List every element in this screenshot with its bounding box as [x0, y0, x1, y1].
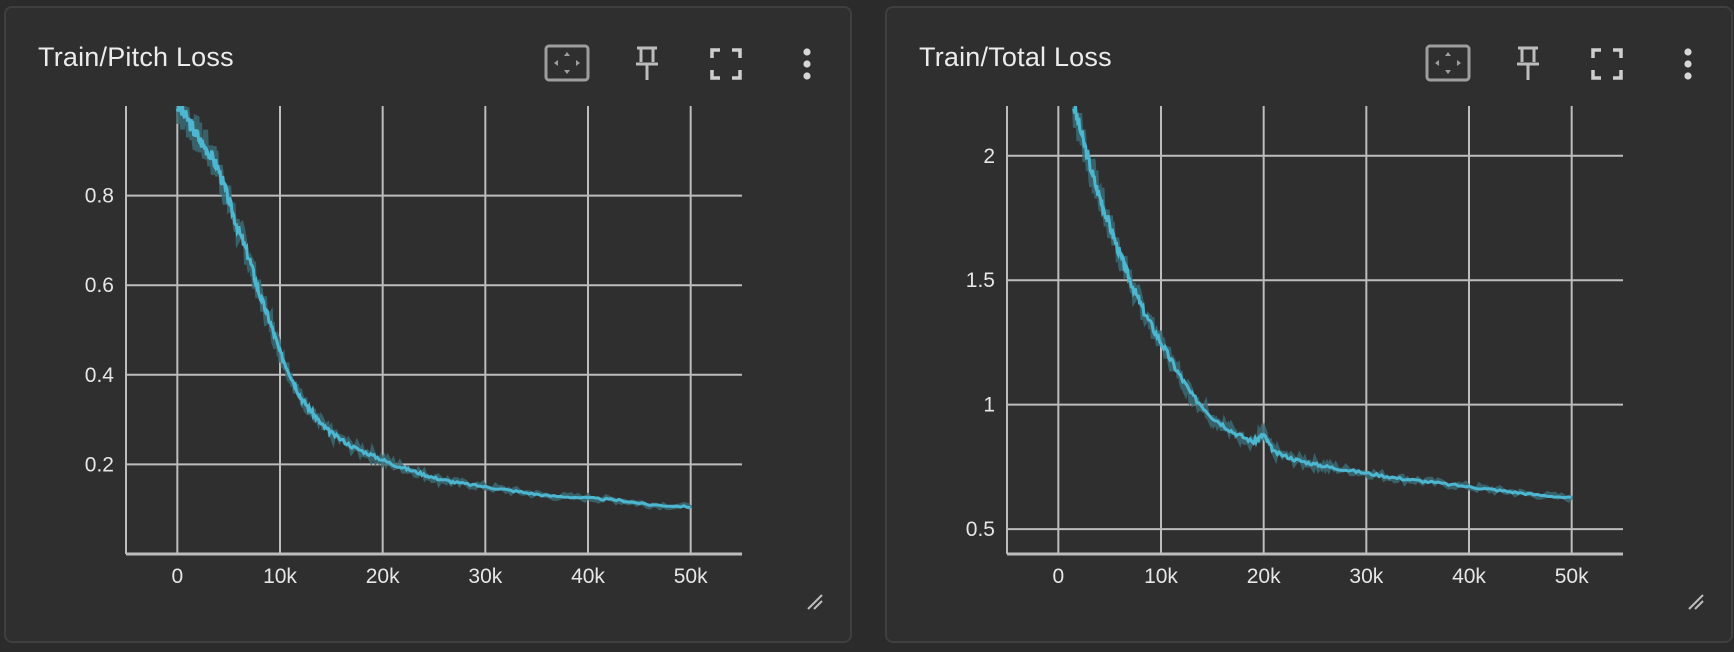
- fit-domain-icon: [1425, 44, 1471, 82]
- chart-plot-total-loss[interactable]: 0 10k 20k 30k 40k 50k 0.5 1 1.5 2: [887, 8, 1734, 645]
- y-tick-label: 0.5: [966, 518, 995, 541]
- resize-handle-icon: [1688, 594, 1704, 610]
- x-tick-label: 30k: [1349, 565, 1383, 588]
- y-tick-label: 0.2: [85, 453, 114, 476]
- x-tick-label: 50k: [674, 565, 708, 588]
- pin-icon: [636, 46, 658, 80]
- fullscreen-button[interactable]: [1584, 42, 1630, 86]
- fit-domain-button[interactable]: [544, 42, 590, 86]
- chart-card-total-loss: Train/Total Loss 0 10k 20k 30k 40k 50k 0.5 1 1.5…: [885, 6, 1733, 643]
- y-tick-label: 2: [983, 145, 995, 168]
- chart-card-pitch-loss: Train/Pitch Loss 0 10k 20k 30k 40k 50k 0.2 0.4 0…: [4, 6, 852, 643]
- x-tick-label: 0: [171, 565, 183, 588]
- fit-domain-icon: [544, 44, 590, 82]
- y-tick-label: 1.5: [966, 269, 995, 292]
- y-tick-label: 0.6: [85, 274, 114, 297]
- pin-button[interactable]: [624, 42, 670, 86]
- fit-domain-button[interactable]: [1425, 42, 1471, 86]
- y-tick-label: 0.4: [85, 364, 115, 387]
- x-tick-label: 20k: [1247, 565, 1281, 588]
- resize-handle[interactable]: [1687, 593, 1705, 611]
- series-raw-line: [1072, 106, 1574, 504]
- series-smoothed-line: [1072, 106, 1573, 500]
- x-tick-label: 40k: [571, 565, 605, 588]
- y-tick-label: 0.8: [85, 185, 114, 208]
- more-options-button[interactable]: [784, 42, 830, 86]
- series-smoothed-line: [175, 106, 691, 509]
- pin-button[interactable]: [1505, 42, 1551, 86]
- more-options-button[interactable]: [1665, 42, 1711, 86]
- fullscreen-icon: [710, 48, 742, 80]
- pin-icon: [1517, 46, 1539, 80]
- fullscreen-icon: [1591, 48, 1623, 80]
- x-tick-label: 50k: [1555, 565, 1589, 588]
- x-tick-label: 20k: [366, 565, 400, 588]
- series-raw-line: [175, 106, 693, 511]
- x-tick-label: 0: [1052, 565, 1064, 588]
- resize-handle-icon: [807, 594, 823, 610]
- more-vert-icon: [803, 48, 811, 80]
- fullscreen-button[interactable]: [703, 42, 749, 86]
- resize-handle[interactable]: [806, 593, 824, 611]
- x-tick-label: 10k: [1144, 565, 1178, 588]
- x-tick-label: 10k: [263, 565, 297, 588]
- card-title: Train/Pitch Loss: [38, 42, 234, 72]
- y-tick-label: 1: [983, 394, 995, 417]
- x-tick-label: 30k: [468, 565, 502, 588]
- card-title: Train/Total Loss: [919, 42, 1112, 72]
- more-vert-icon: [1684, 48, 1692, 80]
- chart-plot-pitch-loss[interactable]: 0 10k 20k 30k 40k 50k 0.2 0.4 0.6 0.8: [6, 8, 854, 645]
- x-tick-label: 40k: [1452, 565, 1486, 588]
